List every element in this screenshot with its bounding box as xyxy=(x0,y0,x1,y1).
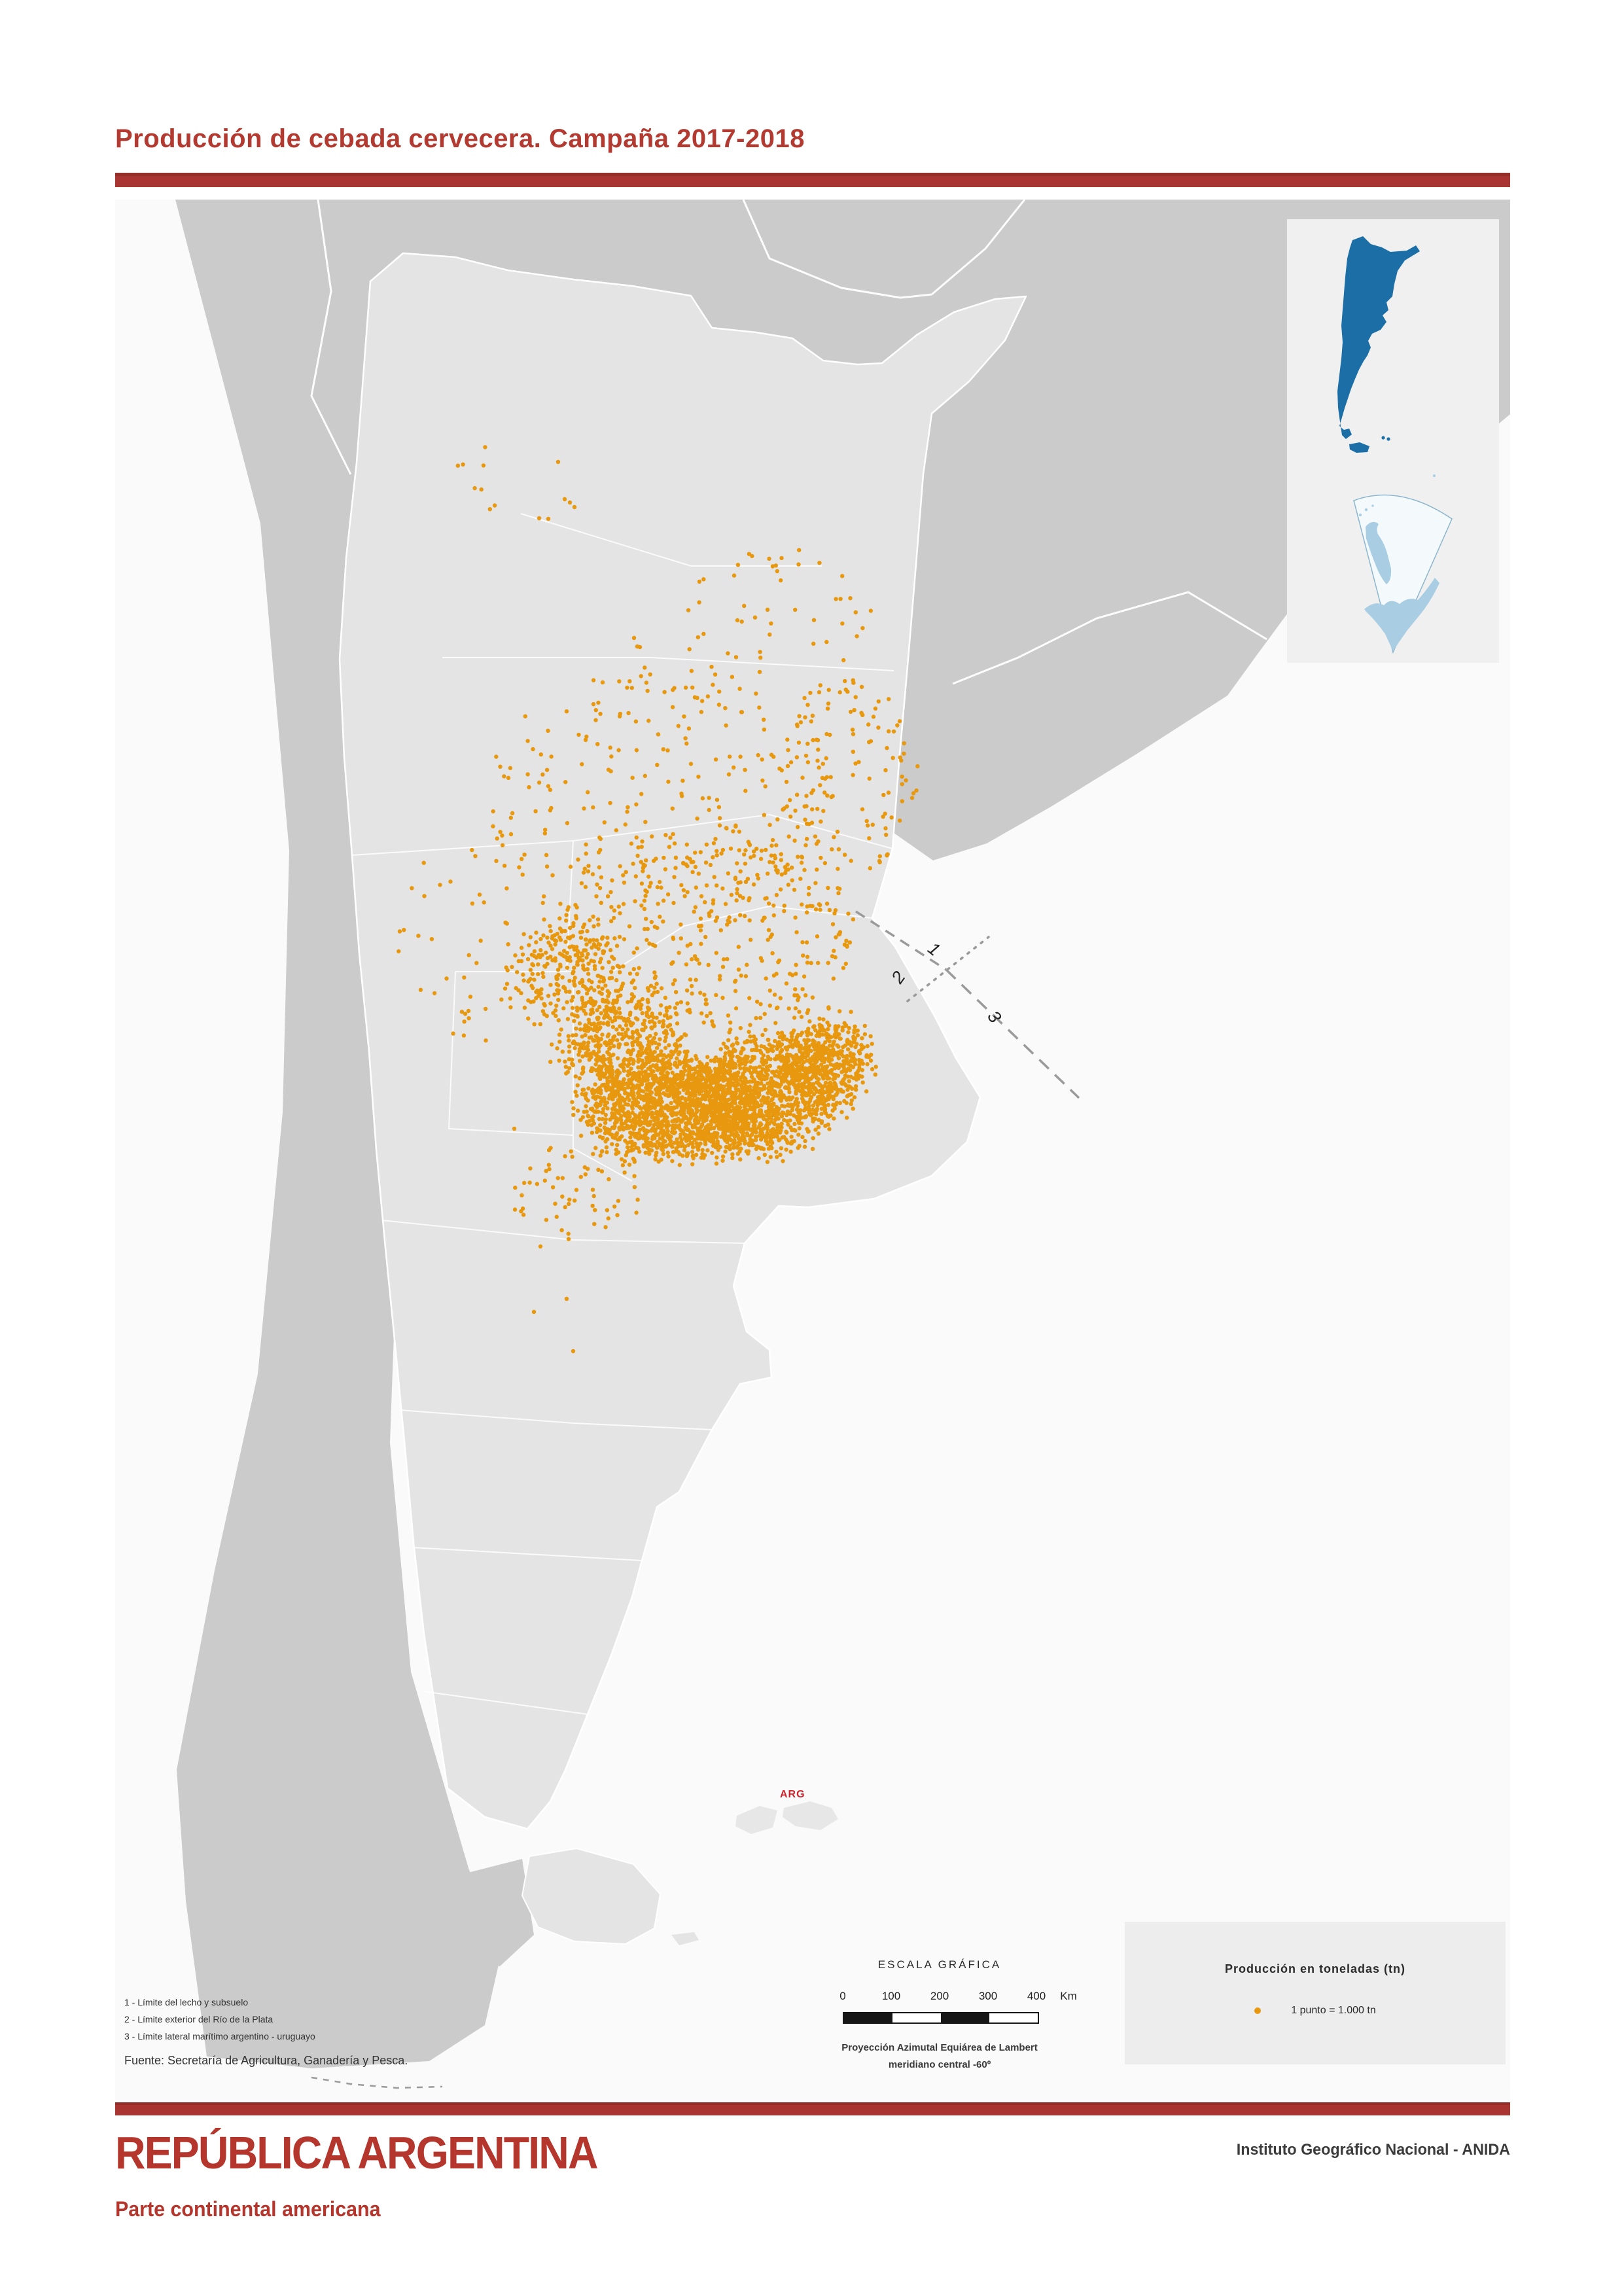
argentina-shape xyxy=(338,252,1027,1830)
inset-argentina-shape xyxy=(1337,236,1420,439)
source-note: Fuente: Secretaría de Agricultura, Ganad… xyxy=(124,2054,408,2067)
legend-title: Producción en toneladas (tn) xyxy=(1224,1962,1406,1975)
staten-island-shape xyxy=(671,1932,699,1945)
scale-title: ESCALA GRÁFICA xyxy=(877,1958,1002,1971)
inset-south-georgia-shape xyxy=(1433,474,1436,477)
inset-antarctic-wedge xyxy=(1353,494,1453,654)
argentina-tdf-shape xyxy=(521,1847,662,1945)
legend-row: 1 punto = 1.000 tn xyxy=(1125,2005,1506,2017)
neighbor-countries-shape xyxy=(175,200,1510,2068)
chile-tdf-shape xyxy=(448,1859,534,1966)
page-title: Producción de cebada cervecera. Campaña … xyxy=(115,124,805,153)
limit-line-1 xyxy=(855,910,947,971)
production-legend: Producción en toneladas (tn) 1 punto = 1… xyxy=(1125,1922,1506,2064)
scale-tick: 100 xyxy=(881,1990,901,2002)
country-border-lines xyxy=(310,200,1267,685)
scale-unit: Km xyxy=(1060,1990,1077,2002)
inset-map xyxy=(1287,219,1499,663)
scale-tick: 400 xyxy=(1027,1990,1046,2002)
scale-tick: 300 xyxy=(978,1990,998,2002)
province-border-lines xyxy=(351,513,894,1715)
legend-dot-label: 1 punto = 1.000 tn xyxy=(1291,2005,1376,2016)
malvinas-islands-shape xyxy=(735,1801,838,1834)
limit-item: 1 - Límite del lecho y subsuelo xyxy=(124,1997,249,2007)
footer-country-title: REPÚBLICA ARGENTINA xyxy=(115,2127,598,2178)
production-dots-layer xyxy=(397,445,920,1354)
projection-note-line1: Proyección Azimutal Equiárea de Lambert xyxy=(841,2042,1038,2053)
limits-legend: 1 - Límite del lecho y subsuelo 2 - Lími… xyxy=(124,1994,408,2068)
footer-agency: Instituto Geográfico Nacional - ANIDA xyxy=(1236,2141,1510,2159)
scale-ticks: 0 100 200 300 400 Km xyxy=(812,1990,1077,2004)
tdf-boundary-dashes xyxy=(311,2076,443,2089)
inset-map-svg xyxy=(1337,236,1453,654)
maritime-limit-lines xyxy=(311,910,1080,2089)
inset-antarctica-shape xyxy=(1358,504,1439,651)
projection-note-line2: meridiano central -60º xyxy=(888,2059,991,2070)
limit-item: 2 - Límite exterior del Río de la Plata xyxy=(124,2014,274,2024)
legend-dot-icon xyxy=(1254,2007,1262,2014)
bottom-rule xyxy=(115,2102,1510,2115)
argentina-map-svg: 1 2 3 ARG xyxy=(175,200,1510,2089)
inset-tdf-shape xyxy=(1349,442,1369,453)
limit-label-1: 1 xyxy=(924,938,944,960)
inset-malvinas-shape xyxy=(1381,436,1390,441)
limit-line-3 xyxy=(945,968,1080,1099)
scale-bar xyxy=(843,2012,1039,2024)
map-canvas: 1 2 3 ARG xyxy=(115,200,1510,2100)
scale-tick: 200 xyxy=(930,1990,949,2002)
limit-line-2 xyxy=(906,936,990,1002)
footer-subtitle: Parte continental americana xyxy=(115,2197,381,2221)
top-rule xyxy=(115,173,1510,187)
scale-tick: 0 xyxy=(839,1990,846,2002)
arg-sovereignty-label: ARG xyxy=(780,1789,805,1800)
limit-item: 3 - Límite lateral marítimo argentino - … xyxy=(124,2031,315,2041)
